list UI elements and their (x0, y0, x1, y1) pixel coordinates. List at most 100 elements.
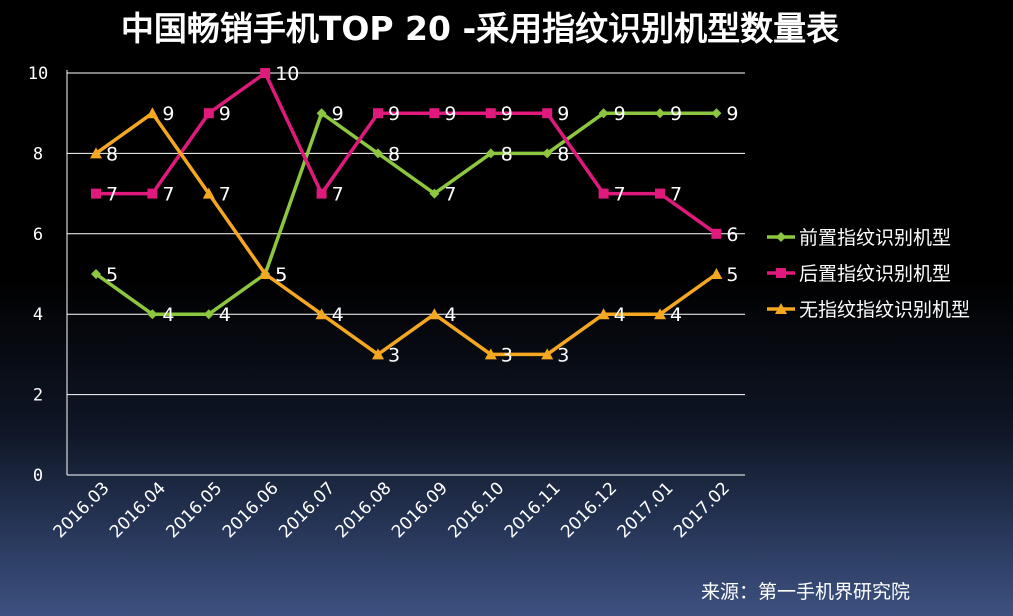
x-tick-label: 2016.07 (275, 478, 339, 542)
x-tick-label: 2016.09 (388, 478, 452, 542)
data-point (711, 228, 722, 239)
data-label: 9 (557, 103, 569, 125)
data-point (316, 108, 327, 119)
data-label: 9 (726, 103, 738, 125)
data-label: 7 (219, 184, 231, 206)
data-label: 7 (670, 184, 682, 206)
legend-label: 后置指纹识别机型 (799, 263, 951, 285)
legend-marker (776, 232, 786, 242)
x-tick-label: 2017.02 (670, 478, 734, 542)
data-label: 8 (501, 143, 513, 165)
data-point (315, 308, 328, 320)
data-label: 9 (388, 103, 400, 125)
data-point (485, 148, 496, 159)
legend-label: 前置指纹识别机型 (799, 227, 951, 249)
x-tick-label: 2016.11 (501, 478, 565, 542)
data-point (259, 268, 272, 279)
x-tick-label: 2016.12 (557, 478, 621, 542)
data-point (147, 188, 158, 199)
data-point (654, 308, 666, 320)
legend-marker (775, 303, 787, 314)
x-tick-label: 2016.06 (219, 478, 283, 542)
series-line (94, 111, 719, 316)
data-point (203, 309, 214, 320)
y-tick-label: 2 (33, 386, 43, 406)
data-label: 10 (275, 63, 299, 85)
data-label: 7 (614, 184, 626, 206)
y-tick-label: 4 (33, 305, 43, 325)
data-label: 7 (106, 184, 118, 206)
data-point (260, 68, 271, 78)
chart-title: 中国畅销手机TOP 20 -采用指纹识别机型数量表 (121, 9, 839, 48)
y-tick-label: 10 (28, 64, 48, 84)
data-point (484, 348, 497, 360)
x-tick-label: 2016.04 (106, 478, 170, 542)
data-label: 4 (670, 304, 682, 326)
data-point (598, 108, 609, 119)
data-point (598, 188, 609, 199)
data-point (429, 188, 440, 199)
data-label: 6 (726, 224, 738, 246)
data-label: 9 (444, 103, 456, 125)
data-label: 3 (557, 344, 569, 366)
data-label: 8 (388, 143, 400, 165)
y-tick-label: 8 (33, 144, 43, 164)
data-label: 4 (332, 304, 344, 326)
data-point (542, 148, 553, 159)
data-point (202, 187, 215, 199)
source-note: 来源：第一手机界研究院 (701, 581, 910, 603)
data-point (542, 108, 553, 119)
data-point (655, 108, 665, 119)
x-tick-label: 2016.05 (162, 478, 226, 542)
data-point (373, 148, 383, 159)
x-tick-label: 2017.01 (614, 478, 678, 542)
data-point (147, 309, 158, 320)
data-label: 5 (726, 264, 738, 286)
series-line (94, 111, 719, 357)
data-label: 4 (444, 304, 456, 326)
data-point (203, 108, 214, 119)
data-point (597, 308, 610, 320)
y-tick-label: 6 (33, 225, 43, 245)
data-label: 3 (501, 344, 513, 366)
data-label: 8 (106, 143, 118, 165)
data-point (372, 348, 384, 360)
data-point (91, 269, 101, 279)
data-label: 3 (388, 344, 400, 366)
data-point (146, 107, 159, 119)
y-tick-label: 0 (33, 466, 43, 486)
data-point (316, 188, 327, 199)
series-layer (90, 68, 723, 360)
data-point (711, 108, 722, 119)
data-label: 4 (614, 304, 626, 326)
data-label: 5 (275, 264, 287, 286)
data-label: 4 (219, 304, 231, 326)
data-point (90, 147, 102, 159)
data-label: 8 (557, 143, 569, 165)
data-label: 9 (219, 103, 231, 125)
data-point (710, 268, 723, 279)
data-label: 4 (162, 304, 174, 326)
data-label: 9 (670, 103, 682, 125)
data-label: 5 (275, 264, 287, 286)
data-label: 7 (332, 184, 344, 206)
data-point (485, 108, 496, 119)
data-point (91, 188, 101, 199)
data-point (655, 188, 665, 199)
data-label: 7 (162, 184, 174, 206)
data-point (541, 348, 554, 360)
x-tick-label: 2016.03 (50, 478, 114, 542)
data-label: 9 (332, 103, 344, 125)
legend-marker (776, 268, 786, 278)
x-tick-label: 2016.08 (332, 478, 396, 542)
data-point (373, 108, 383, 119)
data-label: 9 (614, 103, 626, 125)
legend-label: 无指纹指纹识别机型 (799, 299, 970, 321)
data-label: 9 (162, 103, 174, 125)
data-point (428, 308, 441, 320)
data-label: 5 (106, 264, 118, 286)
data-label: 7 (444, 184, 456, 206)
